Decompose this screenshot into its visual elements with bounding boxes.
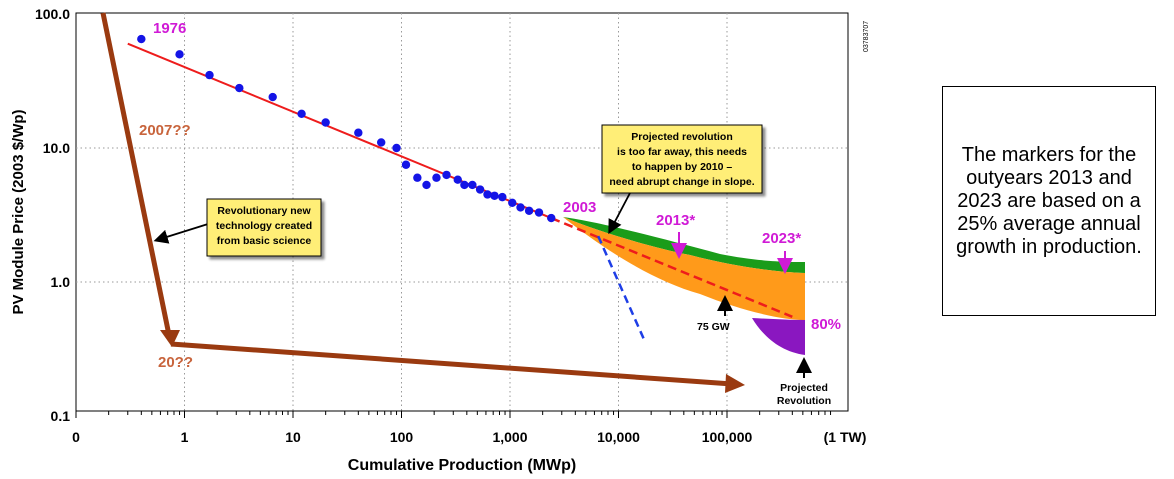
data-point	[508, 198, 517, 207]
x-axis-title: Cumulative Production (MWp)	[348, 457, 576, 474]
data-point	[377, 138, 386, 147]
y-axis-title: PV Module Price (2003 $/Wp)	[10, 109, 27, 314]
data-point	[205, 70, 214, 80]
data-point	[534, 208, 544, 217]
brown-arrows	[100, 12, 745, 393]
data-point	[401, 160, 411, 169]
callout-revolutionary-line-3: from basic science	[217, 235, 312, 247]
figure-id: 03783707	[863, 21, 870, 52]
label-projected-revolution-1: Projected	[780, 382, 828, 394]
callout-projected-line-4: need abrupt change in slope.	[609, 176, 754, 188]
label-20: 20??	[158, 354, 193, 371]
data-points	[137, 34, 556, 223]
data-point	[422, 180, 431, 190]
data-point	[442, 170, 451, 180]
label-2003: 2003	[563, 199, 596, 216]
x-tick-label: 10,000	[597, 429, 640, 445]
side-note-text: The markers for the outyears 2013 and 20…	[956, 143, 1142, 258]
label-2013: 2013*	[656, 212, 695, 229]
data-point	[460, 180, 469, 190]
data-point	[297, 109, 306, 118]
plot-area-frame	[75, 12, 849, 412]
gridlines	[76, 13, 848, 411]
band-orange	[563, 217, 805, 320]
blue-dashed-projection	[597, 235, 645, 339]
side-note-box: The markers for the outyears 2013 and 20…	[942, 86, 1156, 316]
red-dashed-projection	[550, 216, 793, 318]
label-75gw: 75 GW	[697, 321, 730, 333]
x-tick-label: (1 TW)	[824, 429, 867, 445]
data-point	[321, 118, 330, 127]
data-point	[453, 175, 462, 184]
pointer-arrows	[153, 192, 812, 378]
data-point	[483, 190, 492, 199]
y-tick-label: 10.0	[43, 140, 70, 156]
label-80-percent: 80%	[811, 316, 841, 333]
data-point	[516, 203, 525, 212]
y-tick-label: 100.0	[35, 6, 70, 22]
data-point	[547, 213, 556, 223]
x-tick-label: 100	[390, 429, 414, 445]
data-point	[490, 191, 499, 200]
callout-projected-revolution: Projected revolution is too far away, th…	[601, 124, 763, 194]
data-point	[175, 50, 184, 59]
data-point	[468, 180, 477, 190]
x-tick-label: 0	[72, 429, 80, 445]
data-point	[475, 185, 485, 194]
band-purple	[752, 318, 805, 355]
x-tick-label: 10	[285, 429, 301, 445]
callout-revolutionary-line-2: technology created	[216, 220, 312, 232]
label-2007: 2007??	[139, 122, 191, 139]
callout-projected-line-2: is too far away, this needs	[617, 146, 747, 158]
y-tick-label: 0.1	[51, 408, 71, 424]
callout-projected-line-3: to happen by 2010 –	[632, 161, 733, 173]
callout-projected-line-1: Projected revolution	[631, 131, 733, 143]
data-point	[392, 143, 401, 153]
pv-learning-curve-chart: 0 1 10 100 1,000 10,000 100,000 (1 TW) 100.0 10.…	[10, 6, 870, 474]
label-1976: 1976	[153, 20, 186, 37]
y-tick-labels: 100.0 10.0 1.0 0.1	[35, 6, 70, 424]
data-point	[524, 206, 534, 215]
label-projected-revolution-2: Revolution	[777, 395, 831, 407]
y-tick-label: 1.0	[51, 274, 71, 290]
data-point	[268, 92, 277, 102]
callout-revolutionary-line-1: Revolutionary new	[217, 205, 311, 217]
data-point	[235, 83, 244, 93]
data-point	[498, 192, 507, 202]
x-tick-labels: 0 1 10 100 1,000 10,000 100,000 (1 TW)	[72, 411, 866, 445]
x-tick-label: 100,000	[702, 429, 753, 445]
data-point	[413, 173, 422, 182]
data-point	[354, 128, 363, 137]
data-point	[137, 34, 146, 44]
data-point	[432, 173, 441, 182]
x-tick-label: 1	[181, 429, 189, 445]
callout-revolutionary-technology: Revolutionary new technology created fro…	[206, 198, 322, 257]
x-tick-label: 1,000	[492, 429, 527, 445]
label-2023: 2023*	[762, 230, 801, 247]
